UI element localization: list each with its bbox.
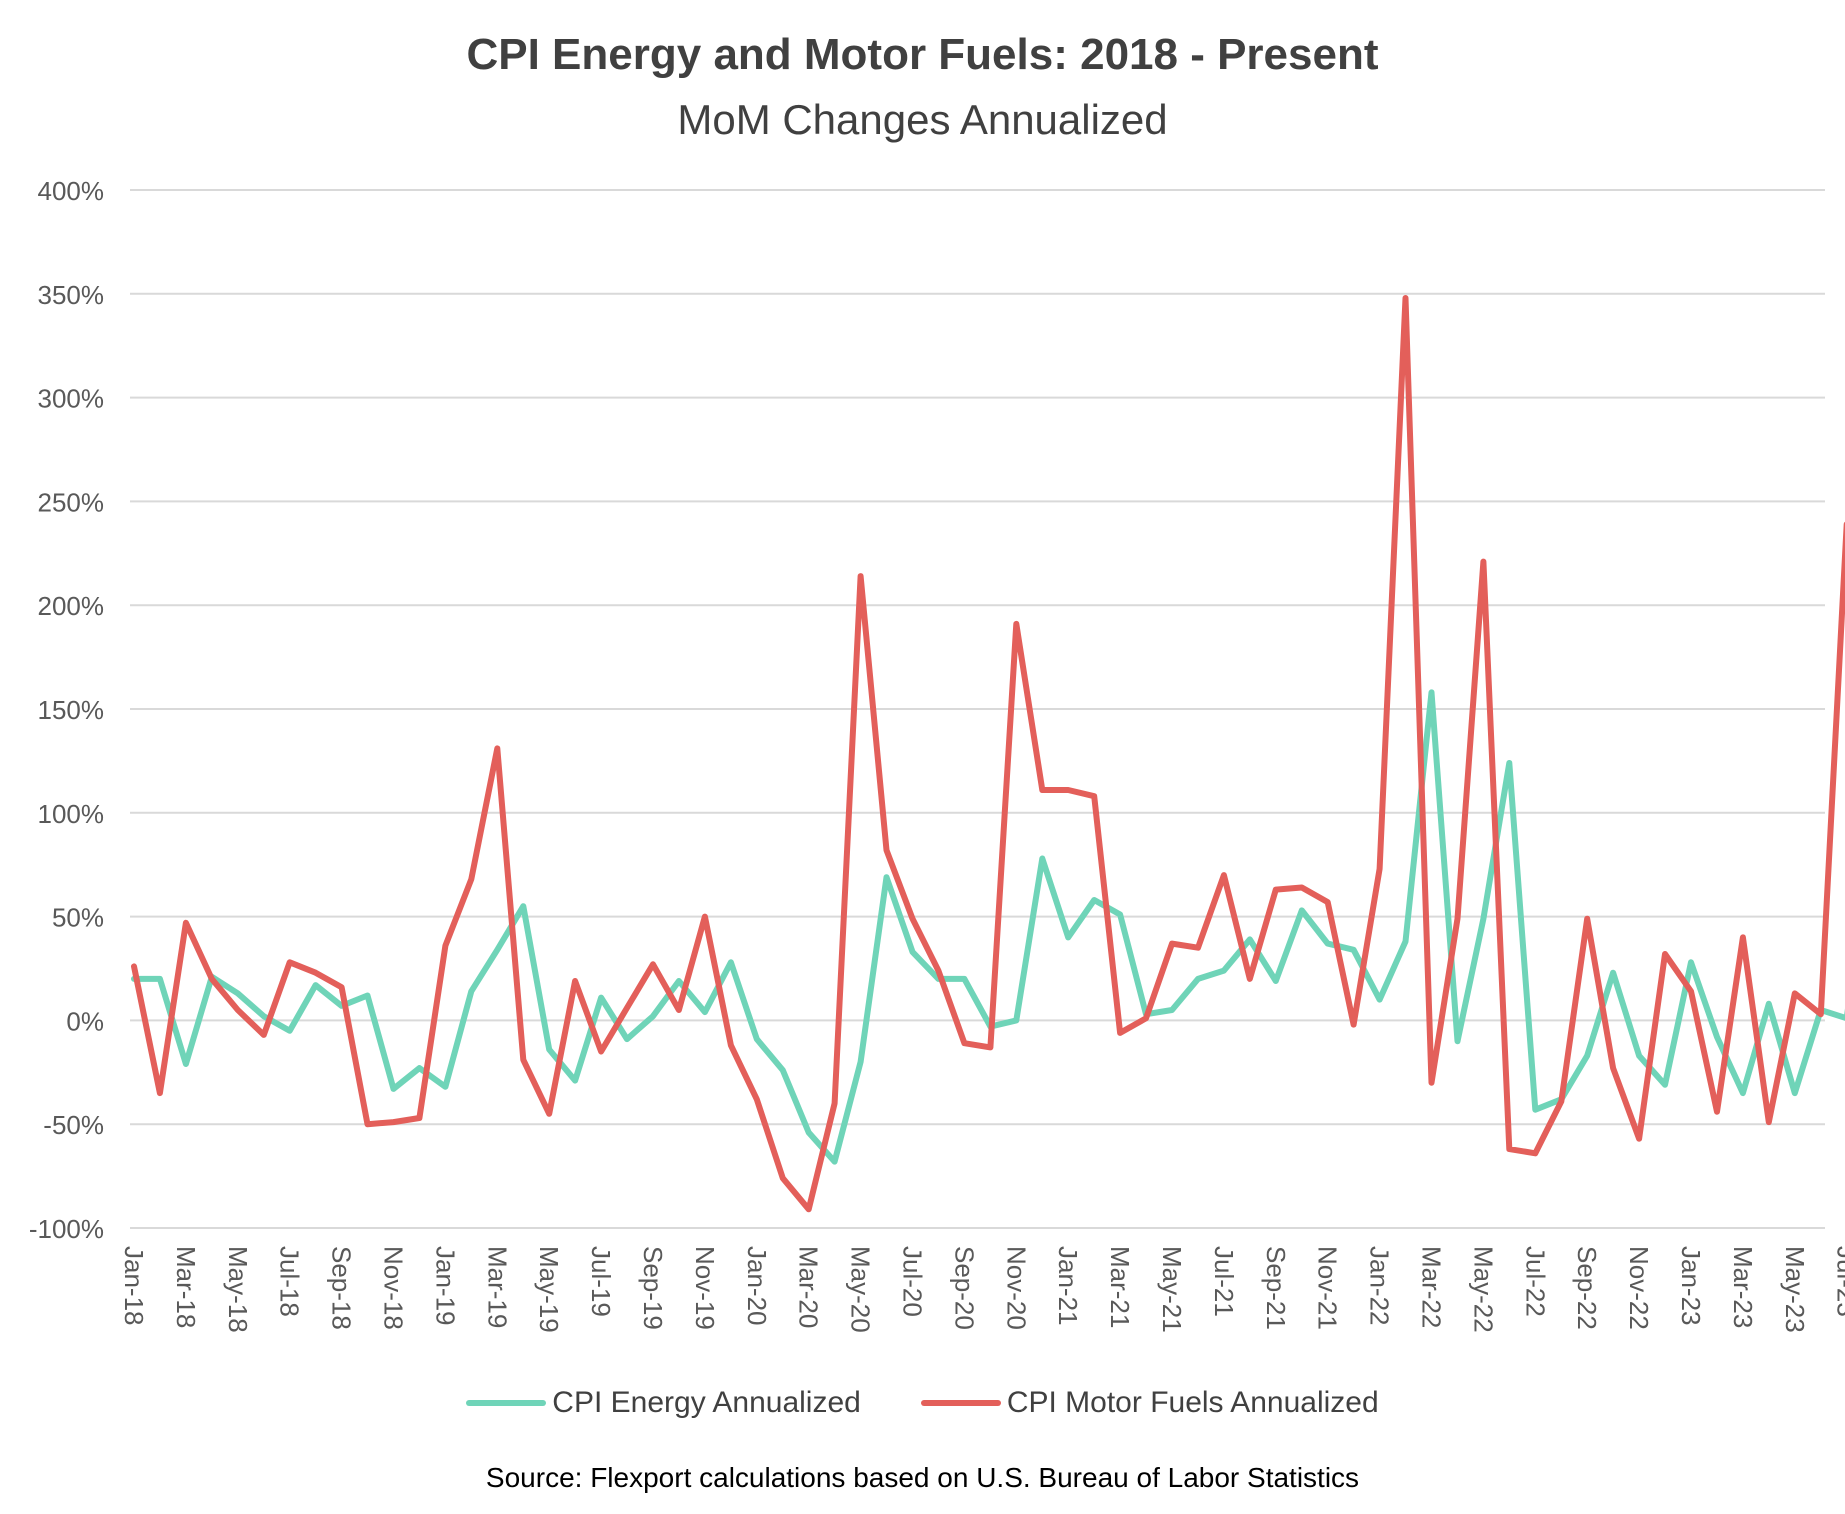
legend-item-motor-fuels: CPI Motor Fuels Annualized: [920, 1386, 1379, 1420]
x-tick-label: Mar-22: [1417, 1246, 1447, 1328]
x-tick-label: Jan-19: [430, 1246, 460, 1326]
y-tick-label: 250%: [38, 487, 105, 517]
x-tick-label: Jul-19: [586, 1246, 616, 1317]
y-tick-label: 150%: [38, 695, 105, 725]
x-tick-label: May-22: [1468, 1246, 1498, 1333]
x-tick-label: Mar-18: [171, 1246, 201, 1328]
x-tick-label: Nov-18: [379, 1246, 409, 1330]
x-tick-label: Nov-20: [1001, 1246, 1031, 1330]
y-tick-label: 50%: [52, 903, 104, 933]
y-tick-label: -100%: [29, 1214, 104, 1244]
x-tick-label: Sep-22: [1572, 1246, 1602, 1330]
legend-swatch-energy: [466, 1400, 547, 1406]
x-tick-label: Jul-20: [898, 1246, 928, 1317]
line-chart: 400% 350% 300% 250% 200% 150% 100% 50% 0% -50% -10…: [29, 176, 1845, 1333]
x-tick-label: Mar-21: [1105, 1246, 1135, 1328]
x-tick-label: Sep-21: [1261, 1246, 1291, 1330]
x-tick-label: Nov-22: [1624, 1246, 1654, 1330]
x-tick-label: Jan-20: [742, 1246, 772, 1326]
x-tick-label: Nov-21: [1313, 1246, 1343, 1330]
x-tick-label: May-23: [1780, 1246, 1810, 1333]
x-tick-label: Sep-19: [638, 1246, 668, 1330]
legend-swatch-motor-fuels: [920, 1400, 1001, 1406]
x-tick-label: Jul-21: [1209, 1246, 1239, 1317]
x-tick-label: Jan-21: [1053, 1246, 1083, 1326]
y-tick-label: 0%: [66, 1006, 104, 1036]
legend-label-energy: CPI Energy Annualized: [552, 1386, 861, 1419]
y-tick-label: 300%: [38, 384, 105, 414]
y-tick-label: 200%: [38, 591, 105, 621]
x-tick-label: Mar-19: [482, 1246, 512, 1328]
x-tick-label: May-21: [1157, 1246, 1187, 1333]
series-line-motor-fuels: [131, 295, 1845, 1213]
legend: CPI Energy Annualized CPI Motor Fuels An…: [0, 1386, 1845, 1420]
x-tick-label: Mar-23: [1728, 1246, 1758, 1328]
x-tick-label: Jan-22: [1365, 1246, 1395, 1326]
x-tick-label: Nov-19: [690, 1246, 720, 1330]
x-tick-label: Jul-23: [1832, 1246, 1845, 1317]
y-tick-label: 100%: [38, 799, 105, 829]
chart-title: CPI Energy and Motor Fuels: 2018 - Prese…: [466, 30, 1379, 79]
x-tick-label: Jan-18: [119, 1246, 149, 1326]
x-tick-label: May-19: [534, 1246, 564, 1333]
x-tick-label: Jan-23: [1676, 1246, 1706, 1326]
x-tick-label: Sep-18: [327, 1246, 357, 1330]
x-tick-label: Sep-20: [949, 1246, 979, 1330]
x-tick-label: Jul-22: [1520, 1246, 1550, 1317]
legend-item-energy: CPI Energy Annualized: [466, 1386, 861, 1420]
chart-subtitle: MoM Changes Annualized: [677, 96, 1168, 143]
y-tick-label: -50%: [43, 1110, 104, 1140]
y-tick-label: 400%: [38, 176, 105, 206]
y-tick-label: 350%: [38, 280, 105, 310]
source-note: Source: Flexport calculations based on U…: [485, 1462, 1360, 1493]
x-tick-label: May-20: [846, 1246, 876, 1333]
x-tick-label: May-18: [223, 1246, 253, 1333]
x-tick-label: Jul-18: [275, 1246, 305, 1317]
x-tick-label: Mar-20: [794, 1246, 824, 1328]
legend-label-motor-fuels: CPI Motor Fuels Annualized: [1006, 1386, 1379, 1419]
